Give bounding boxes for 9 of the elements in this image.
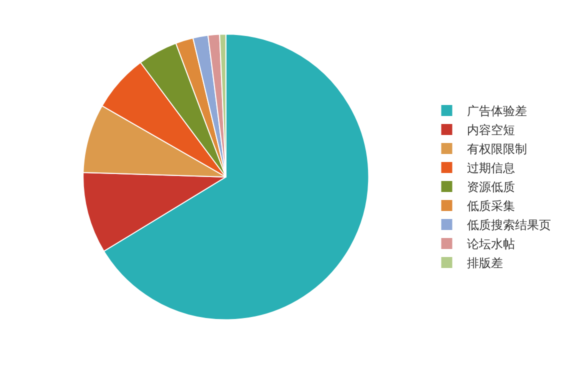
legend-label: 论坛水帖 (466, 237, 515, 252)
legend-label: 低质采集 (466, 199, 515, 214)
legend-label: 过期信息 (466, 161, 515, 176)
legend-label: 低质搜索结果页 (466, 218, 551, 232)
legend-label: 内容空短 (466, 123, 515, 138)
legend-label: 有权限限制 (466, 142, 527, 156)
legend-label: 排版差 (466, 256, 503, 270)
legend-label: 广告体验差 (466, 104, 527, 118)
legend-label: 资源低质 (466, 180, 515, 194)
